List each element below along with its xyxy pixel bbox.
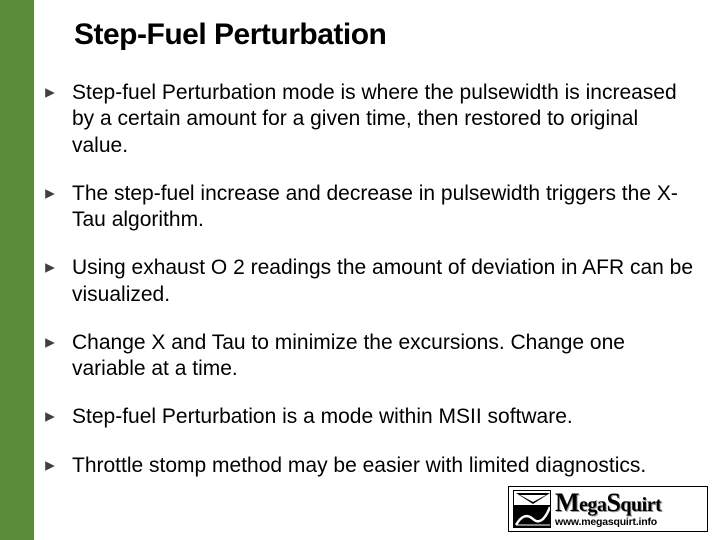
bullet-text: Using exhaust O 2 readings the amount of…: [72, 255, 696, 308]
bullet-text: Step-fuel Perturbation mode is where the…: [72, 80, 696, 159]
list-item: Change X and Tau to minimize the excursi…: [44, 330, 696, 383]
bullet-text: Change X and Tau to minimize the excursi…: [72, 330, 696, 383]
list-item: Throttle stomp method may be easier with…: [44, 453, 696, 479]
logo-text: MegaSquirt www.megasquirt.info: [555, 490, 661, 528]
bullet-text: Step-fuel Perturbation is a mode within …: [72, 404, 696, 430]
list-item: Step-fuel Perturbation is a mode within …: [44, 404, 696, 430]
logo-url: www.megasquirt.info: [555, 517, 661, 528]
bullet-text: Throttle stomp method may be easier with…: [72, 453, 696, 479]
list-item: Using exhaust O 2 readings the amount of…: [44, 255, 696, 308]
slide-content: Step-Fuel Perturbation Step-fuel Perturb…: [36, 0, 720, 501]
chevron-right-icon: [44, 262, 56, 274]
chevron-right-icon: [44, 188, 56, 200]
logo-brand: MegaSquirt: [555, 490, 661, 516]
list-item: Step-fuel Perturbation mode is where the…: [44, 80, 696, 159]
logo: MegaSquirt www.megasquirt.info: [508, 486, 708, 532]
logo-mark-icon: [513, 490, 551, 528]
bullet-text: The step-fuel increase and decrease in p…: [72, 181, 696, 234]
list-item: The step-fuel increase and decrease in p…: [44, 181, 696, 234]
chevron-right-icon: [44, 460, 56, 472]
chevron-right-icon: [44, 87, 56, 99]
side-stripe: [0, 0, 34, 540]
slide-title: Step-Fuel Perturbation: [74, 18, 720, 52]
chevron-right-icon: [44, 337, 56, 349]
chevron-right-icon: [44, 411, 56, 423]
bullet-list: Step-fuel Perturbation mode is where the…: [44, 80, 720, 479]
